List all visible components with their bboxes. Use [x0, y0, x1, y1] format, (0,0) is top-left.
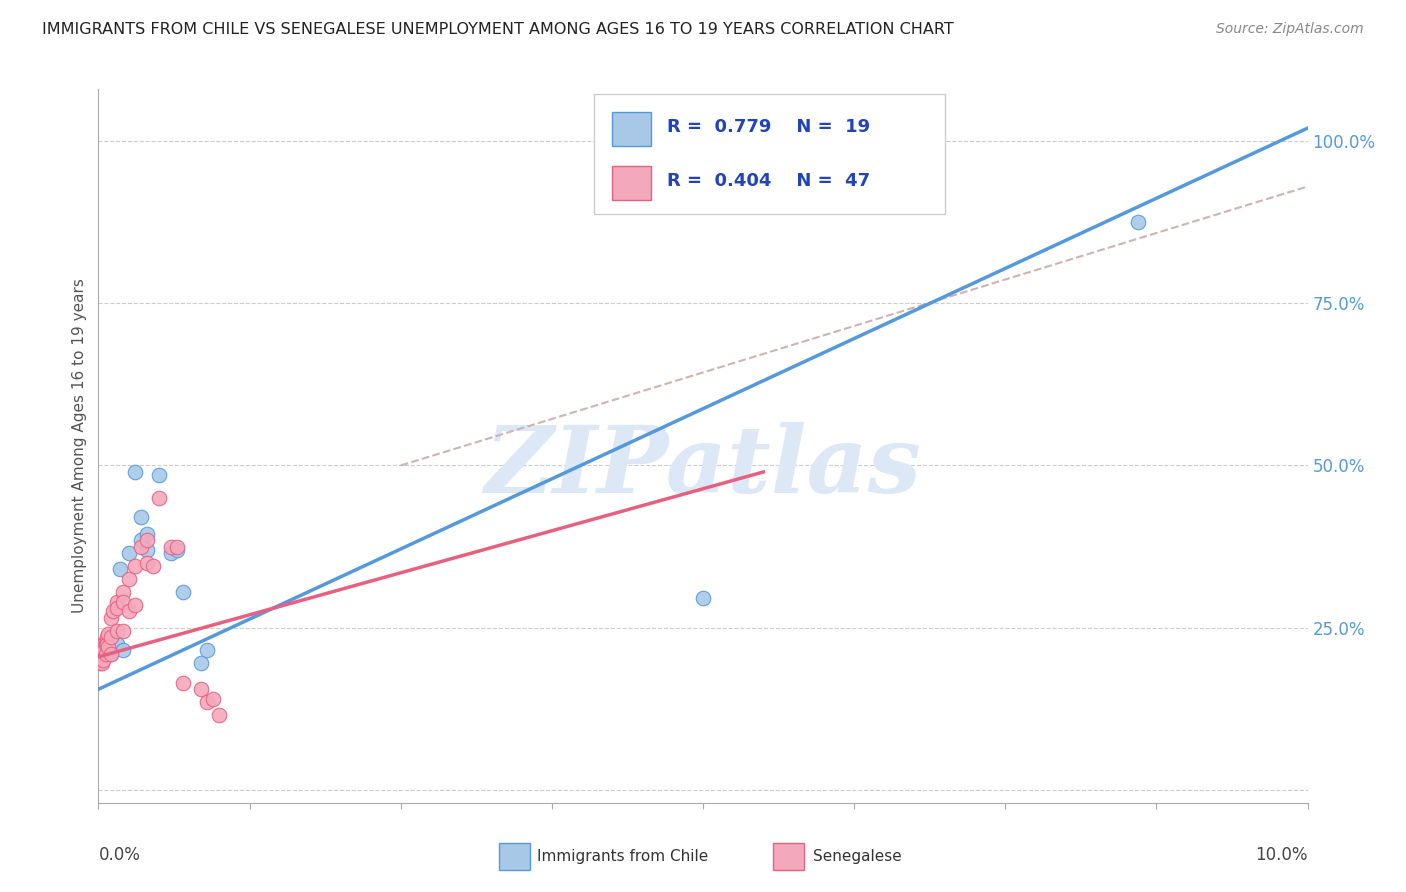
Point: [89, 643, 111, 657]
Point: [129, 510, 152, 524]
Text: IMMIGRANTS FROM CHILE VS SENEGALESE UNEMPLOYMENT AMONG AGES 16 TO 19 YEARS CORRE: IMMIGRANTS FROM CHILE VS SENEGALESE UNEM…: [42, 22, 953, 37]
Point: [105, 595, 128, 609]
Point: [148, 491, 170, 505]
Point: [129, 540, 152, 554]
Point: [96, 637, 118, 651]
FancyBboxPatch shape: [595, 95, 945, 214]
Point: [166, 540, 188, 554]
Point: [190, 657, 212, 671]
Point: [111, 595, 134, 609]
Point: [160, 540, 183, 554]
Point: [172, 675, 194, 690]
Point: [91, 647, 114, 661]
Point: [96, 631, 118, 645]
Point: [148, 468, 170, 483]
Y-axis label: Unemployment Among Ages 16 to 19 years: Unemployment Among Ages 16 to 19 years: [72, 278, 87, 614]
Point: [202, 692, 225, 706]
Point: [135, 556, 157, 570]
Point: [111, 643, 134, 657]
Point: [105, 624, 128, 638]
Point: [91, 643, 114, 657]
Point: [91, 637, 114, 651]
Text: R =  0.404    N =  47: R = 0.404 N = 47: [666, 171, 870, 189]
Point: [93, 643, 115, 657]
Point: [692, 591, 714, 606]
Point: [97, 643, 120, 657]
Text: 0.0%: 0.0%: [98, 846, 141, 863]
Point: [111, 585, 134, 599]
Text: Immigrants from Chile: Immigrants from Chile: [537, 849, 709, 863]
Point: [124, 559, 146, 574]
Point: [91, 657, 114, 671]
Text: 10.0%: 10.0%: [1256, 846, 1308, 863]
Point: [108, 562, 131, 576]
Point: [105, 637, 128, 651]
Point: [111, 624, 134, 638]
Point: [118, 546, 141, 560]
Point: [97, 627, 120, 641]
Point: [1128, 215, 1150, 229]
Point: [195, 695, 218, 709]
Text: R =  0.779    N =  19: R = 0.779 N = 19: [666, 118, 870, 136]
Point: [93, 637, 115, 651]
Point: [135, 526, 157, 541]
Point: [93, 640, 115, 654]
Text: Source: ZipAtlas.com: Source: ZipAtlas.com: [1216, 22, 1364, 37]
Point: [100, 611, 122, 625]
Point: [166, 542, 188, 557]
Point: [89, 647, 111, 661]
Point: [142, 559, 165, 574]
Point: [89, 657, 111, 671]
Point: [124, 598, 146, 612]
Point: [118, 604, 141, 618]
Point: [135, 542, 157, 557]
Text: Senegalese: Senegalese: [813, 849, 901, 863]
Point: [208, 708, 231, 723]
Point: [94, 647, 117, 661]
Point: [129, 533, 152, 547]
Point: [100, 647, 122, 661]
Point: [91, 653, 114, 667]
Point: [105, 601, 128, 615]
Point: [135, 533, 157, 547]
Point: [172, 585, 194, 599]
Point: [100, 631, 122, 645]
Text: ZIPatlas: ZIPatlas: [485, 423, 921, 512]
Point: [90, 649, 112, 664]
Point: [118, 572, 141, 586]
Point: [100, 647, 122, 661]
Point: [91, 643, 114, 657]
Point: [94, 637, 117, 651]
Point: [90, 653, 112, 667]
Point: [190, 682, 212, 697]
Point: [90, 643, 112, 657]
FancyBboxPatch shape: [612, 112, 651, 146]
Point: [101, 604, 124, 618]
Point: [97, 640, 120, 654]
Point: [195, 643, 218, 657]
Point: [160, 546, 183, 560]
FancyBboxPatch shape: [612, 166, 651, 200]
Point: [124, 465, 146, 479]
